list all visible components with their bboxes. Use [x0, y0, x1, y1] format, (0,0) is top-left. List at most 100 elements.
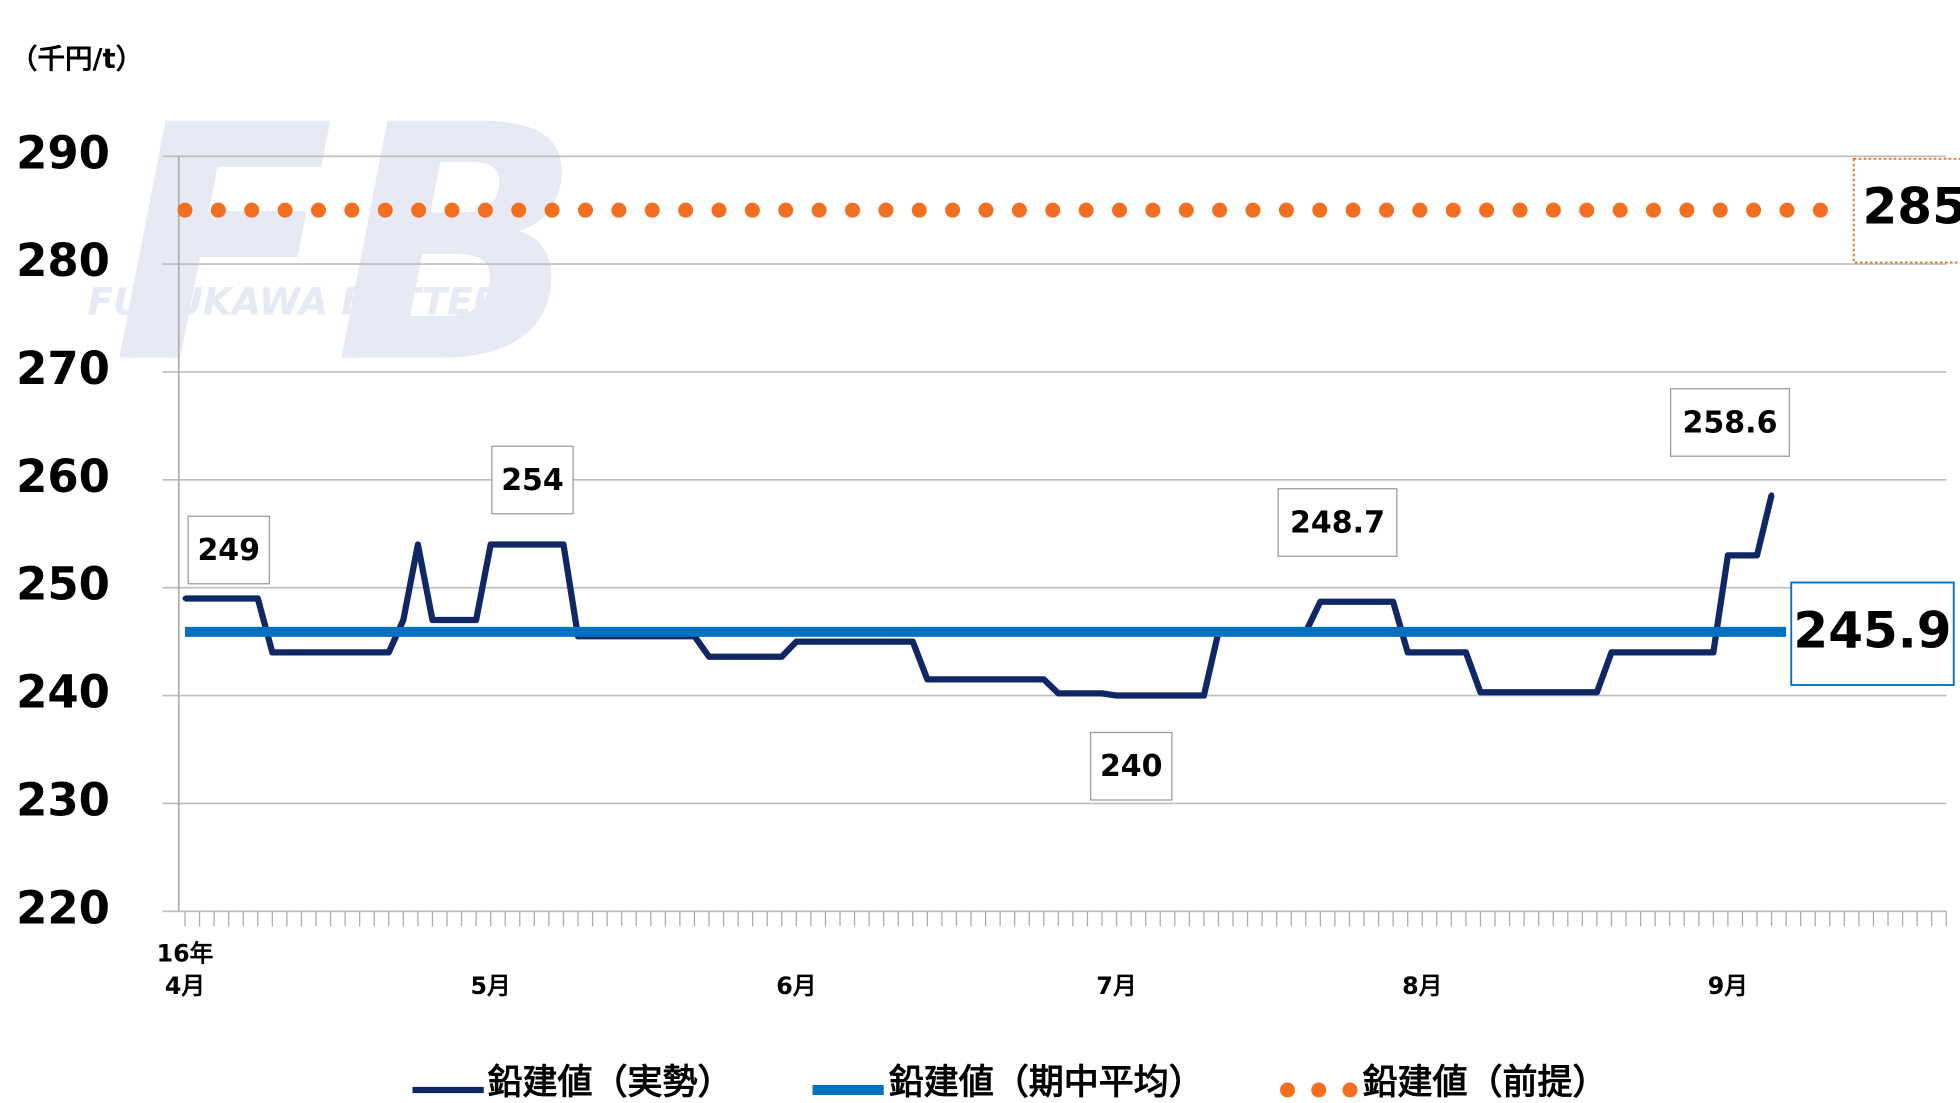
value-box — [1852, 157, 1960, 264]
point — [1550, 689, 1556, 695]
y-tick-label: 230 — [16, 773, 110, 826]
point — [182, 595, 188, 601]
point — [1099, 690, 1105, 696]
point — [1026, 676, 1032, 682]
point — [793, 639, 799, 645]
point — [546, 542, 552, 548]
data-label: 240 — [1100, 749, 1163, 784]
point — [1012, 676, 1018, 682]
point — [1172, 693, 1178, 699]
point — [852, 639, 858, 645]
point — [924, 676, 930, 682]
point — [284, 649, 290, 655]
point — [386, 649, 392, 655]
data-label: 254 — [501, 463, 564, 498]
point — [881, 639, 887, 645]
legend-swatch — [1280, 1082, 1295, 1098]
point — [1317, 599, 1323, 605]
point — [1390, 599, 1396, 605]
point — [1463, 649, 1469, 655]
x-tick-label: 4月 — [165, 972, 205, 1000]
point — [342, 649, 348, 655]
value-callout: 245.9 — [1793, 601, 1951, 659]
point — [1565, 689, 1571, 695]
point — [328, 649, 334, 655]
point — [502, 542, 508, 548]
point — [517, 542, 523, 548]
legend-label: 鉛建値（実勢） — [488, 1062, 733, 1103]
point — [968, 676, 974, 682]
point — [1579, 689, 1585, 695]
point — [531, 542, 537, 548]
point — [269, 649, 275, 655]
data-label: 248.7 — [1290, 505, 1385, 540]
point — [1084, 690, 1090, 696]
point — [313, 649, 319, 655]
point — [910, 639, 916, 645]
point — [750, 654, 756, 660]
point — [1361, 599, 1367, 605]
point — [400, 617, 406, 623]
point — [1769, 492, 1775, 498]
x-tick-label: 8月 — [1402, 972, 1442, 1000]
point — [764, 654, 770, 660]
legend-swatch — [1311, 1082, 1327, 1098]
point — [1405, 649, 1411, 655]
point — [1667, 649, 1673, 655]
point — [779, 654, 785, 660]
point — [1652, 649, 1658, 655]
point — [721, 654, 727, 660]
point — [939, 676, 945, 682]
point — [1419, 649, 1425, 655]
point — [1638, 649, 1644, 655]
point — [255, 595, 261, 601]
point — [1536, 689, 1542, 695]
point — [1070, 690, 1076, 696]
logo: FB — [113, 56, 583, 435]
point — [1434, 649, 1440, 655]
point — [473, 617, 479, 623]
point — [1608, 649, 1614, 655]
point — [560, 542, 566, 548]
series-line — [185, 494, 1775, 699]
point — [197, 595, 203, 601]
y-tick-label: 290 — [16, 126, 110, 179]
data-label-box — [491, 445, 574, 515]
point — [1186, 693, 1192, 699]
legend-label: 鉛建値（前提） — [1363, 1062, 1608, 1103]
x-tick-label: 5月 — [471, 972, 511, 1000]
y-tick-label: 220 — [16, 881, 110, 934]
y-tick-label: 270 — [16, 342, 110, 395]
data-label: 258.6 — [1683, 405, 1778, 440]
point — [1492, 689, 1498, 695]
x-year-label: 16年 — [157, 940, 214, 968]
point — [211, 595, 217, 601]
point — [459, 617, 465, 623]
data-label: 249 — [197, 533, 260, 568]
point — [488, 542, 494, 548]
value-callout: 285 — [1863, 178, 1960, 236]
point — [1376, 599, 1382, 605]
point — [1332, 599, 1338, 605]
point — [1725, 552, 1731, 558]
point — [429, 617, 435, 623]
point — [808, 639, 814, 645]
point — [735, 654, 741, 660]
point — [1681, 649, 1687, 655]
x-tick-label: 7月 — [1096, 972, 1136, 1000]
point — [1448, 649, 1454, 655]
legend-swatch — [1342, 1082, 1358, 1098]
point — [1477, 689, 1483, 695]
point — [1507, 689, 1513, 695]
point — [706, 654, 712, 660]
point — [983, 676, 989, 682]
point — [1696, 649, 1702, 655]
point — [357, 649, 363, 655]
x-tick-label: 9月 — [1708, 972, 1748, 1000]
point — [1055, 690, 1061, 696]
point — [444, 617, 450, 623]
point — [240, 595, 246, 601]
data-label-box — [1277, 488, 1398, 557]
point — [866, 639, 872, 645]
